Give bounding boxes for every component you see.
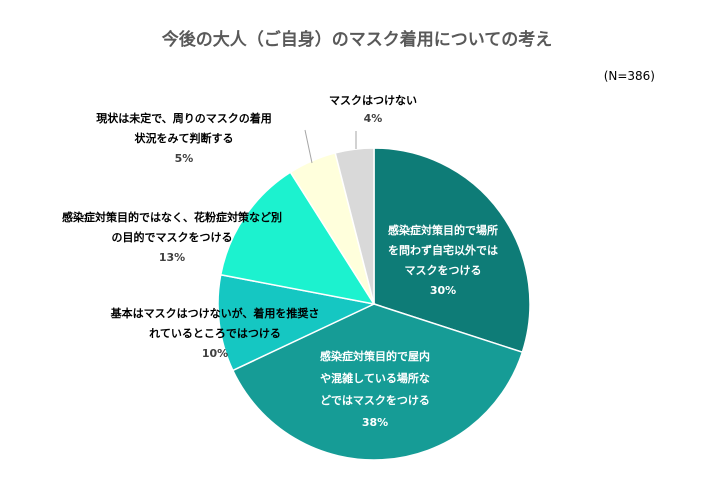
slice-percent-1: 30%: [430, 284, 456, 297]
leader-line-5: [304, 129, 313, 164]
slice-percent-4: 13%: [159, 251, 185, 264]
slice-label-5: 現状は未定で、周りのマスクの着用状況をみて判断する 5%: [96, 111, 272, 165]
sample-size-note: (N=386): [604, 69, 655, 83]
pie-slice-1: [373, 147, 531, 354]
pie-slice-6: [334, 147, 375, 305]
slice-label-4: 感染症対策目的ではなく、花粉症対策など別の目的でマスクをつける 13%: [62, 210, 282, 264]
slice-percent-2: 38%: [362, 416, 388, 429]
slice-percent-5: 5%: [175, 152, 194, 165]
pie-slice-3: [217, 273, 377, 372]
slice-label-1: 感染症対策目的で場所を問わず自宅以外ではマスクをつける 30%: [388, 223, 498, 297]
slice-percent-3: 10%: [202, 347, 228, 360]
slice-percent-6: 4%: [364, 112, 383, 125]
slice-label-2: 感染症対策目的で屋内や混雑している場所などではマスクをつける 38%: [320, 349, 430, 429]
pie-slice-4: [219, 171, 376, 306]
slice-label-6: マスクはつけない 4%: [329, 94, 417, 125]
pie-slice-2: [231, 303, 524, 461]
slice-label-3: 基本はマスクはつけないが、着用を推奨されているところではつける 10%: [110, 306, 320, 360]
chart-title: 今後の大人（ご自身）のマスク着用についての考え: [162, 29, 553, 50]
